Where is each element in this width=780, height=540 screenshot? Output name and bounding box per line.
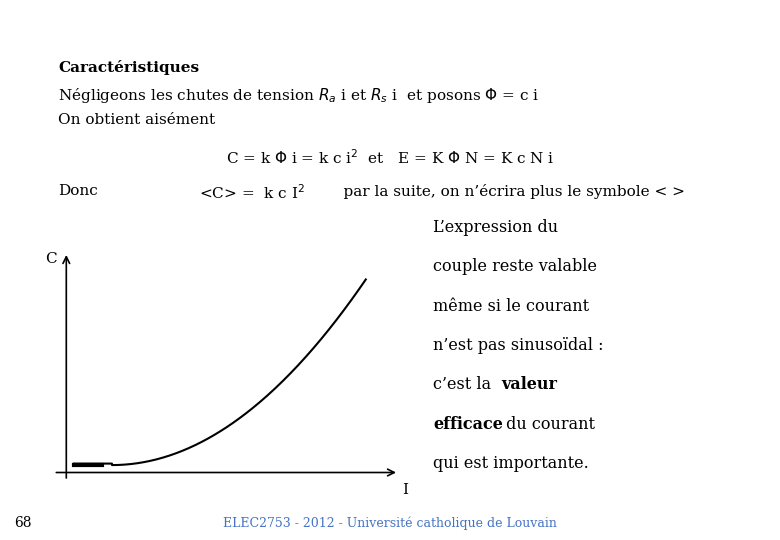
Text: I: I xyxy=(402,483,408,497)
Text: Caractéristiques: Caractéristiques xyxy=(58,60,200,76)
Text: 68: 68 xyxy=(14,516,31,530)
Text: qui est importante.: qui est importante. xyxy=(433,455,589,472)
Text: Négligeons les chutes de tension $R_a$ i et $R_s$ i  et posons $\Phi$ = c i: Négligeons les chutes de tension $R_a$ i… xyxy=(58,86,540,105)
Text: par la suite, on n’écrira plus le symbole < >: par la suite, on n’écrira plus le symbol… xyxy=(324,184,685,199)
Text: c’est la: c’est la xyxy=(433,376,496,393)
Text: C = k $\Phi$ i = k c i$^2$  et   E = K $\Phi$ N = K c N i: C = k $\Phi$ i = k c i$^2$ et E = K $\Ph… xyxy=(225,148,555,167)
Text: C: C xyxy=(45,252,57,266)
Text: ELEC2753 - 2012 - Université catholique de Louvain: ELEC2753 - 2012 - Université catholique … xyxy=(223,517,557,530)
Text: n’est pas sinusoïdal :: n’est pas sinusoïdal : xyxy=(433,337,604,354)
Text: <C> =  k c I$^2$: <C> = k c I$^2$ xyxy=(199,184,305,202)
Text: Donc: Donc xyxy=(58,184,98,198)
Text: même si le courant: même si le courant xyxy=(433,298,589,314)
Text: L’expression du: L’expression du xyxy=(433,219,558,235)
Text: valeur: valeur xyxy=(502,376,558,393)
Text: On obtient aisément: On obtient aisément xyxy=(58,113,215,127)
Text: couple reste valable: couple reste valable xyxy=(433,258,597,275)
Text: du courant: du courant xyxy=(501,416,595,433)
Text: efficace: efficace xyxy=(433,416,503,433)
